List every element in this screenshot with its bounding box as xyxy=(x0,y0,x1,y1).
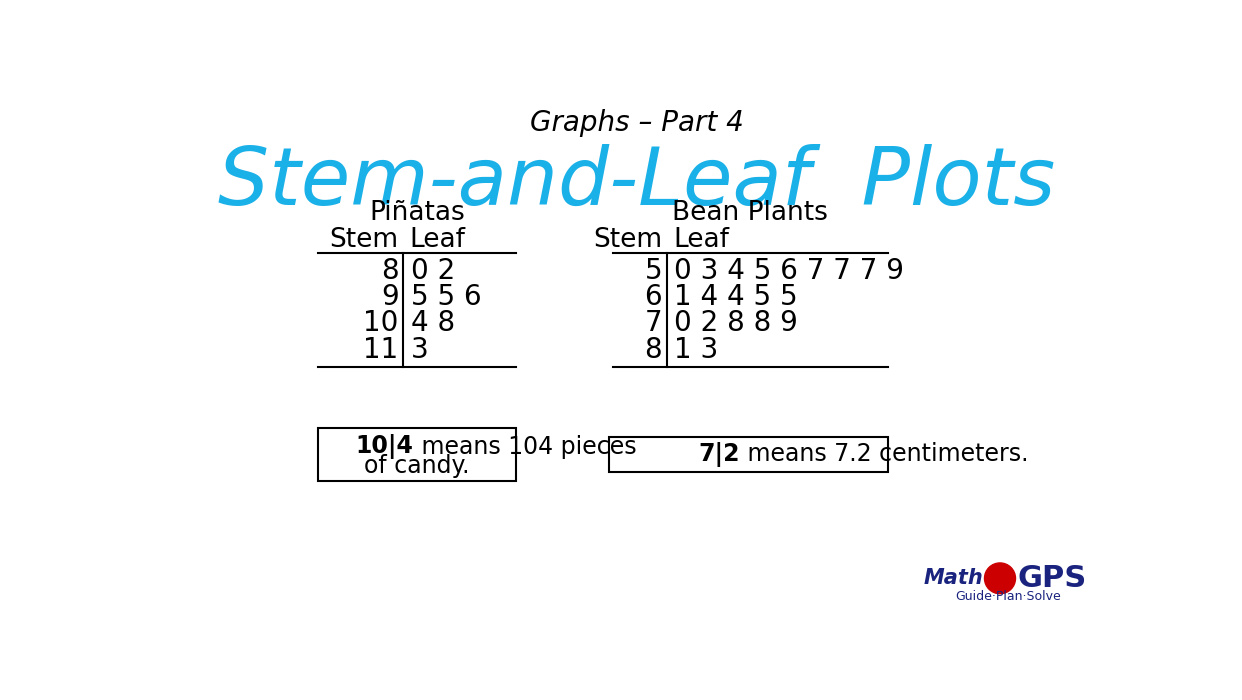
Text: 9: 9 xyxy=(381,284,399,312)
Text: of candy.: of candy. xyxy=(364,454,469,478)
Text: 0 3 4 5 6 7 7 7 9: 0 3 4 5 6 7 7 7 9 xyxy=(674,257,904,285)
Text: Stem: Stem xyxy=(592,228,662,253)
Text: 3: 3 xyxy=(411,335,428,364)
Text: Guide·Plan·Solve: Guide·Plan·Solve xyxy=(955,590,1061,603)
Text: Stem: Stem xyxy=(329,228,399,253)
FancyBboxPatch shape xyxy=(318,428,515,480)
Text: 6: 6 xyxy=(645,284,662,312)
Text: means 104 pieces: means 104 pieces xyxy=(414,435,636,458)
Text: 8: 8 xyxy=(645,335,662,364)
Text: 1 3: 1 3 xyxy=(674,335,719,364)
Text: GPS: GPS xyxy=(1017,564,1087,593)
Text: Leaf: Leaf xyxy=(410,228,466,253)
Text: Piñatas: Piñatas xyxy=(369,200,465,227)
Text: 4 8: 4 8 xyxy=(411,309,455,337)
Text: Graphs – Part 4: Graphs – Part 4 xyxy=(529,109,744,137)
Text: Bean Plants: Bean Plants xyxy=(672,200,828,227)
Text: 1 4 4 5 5: 1 4 4 5 5 xyxy=(674,284,799,312)
Text: 7: 7 xyxy=(645,309,662,337)
Text: 8: 8 xyxy=(381,257,399,285)
Text: 11: 11 xyxy=(364,335,399,364)
Text: 0 2 8 8 9: 0 2 8 8 9 xyxy=(674,309,799,337)
Text: means 7.2 centimeters.: means 7.2 centimeters. xyxy=(740,442,1028,466)
Text: 10: 10 xyxy=(363,309,399,337)
Circle shape xyxy=(985,563,1016,594)
Text: 0 2: 0 2 xyxy=(411,257,456,285)
Text: Math: Math xyxy=(923,568,982,588)
FancyBboxPatch shape xyxy=(609,437,888,472)
Text: 5 5 6: 5 5 6 xyxy=(411,284,482,312)
Text: 7|2: 7|2 xyxy=(699,442,740,467)
Text: Stem-and-Leaf  Plots: Stem-and-Leaf Plots xyxy=(217,144,1056,222)
Text: 10|4: 10|4 xyxy=(356,434,414,459)
Text: 5: 5 xyxy=(645,257,662,285)
Text: Leaf: Leaf xyxy=(673,228,729,253)
